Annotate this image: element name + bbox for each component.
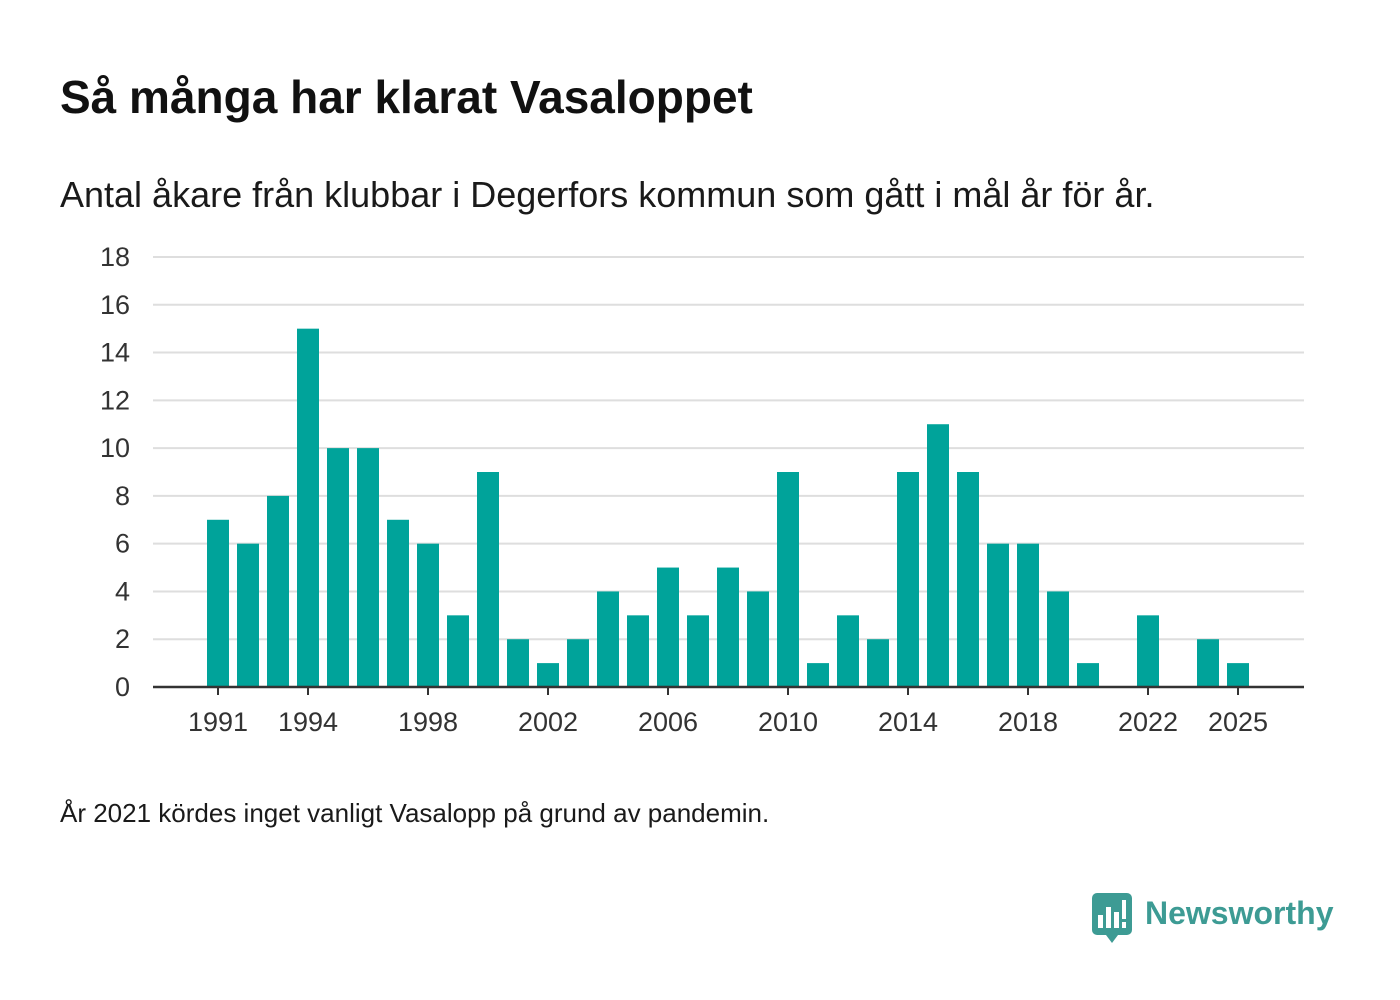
x-tick-label: 2002 bbox=[518, 707, 578, 737]
bar-2011 bbox=[807, 663, 829, 687]
chart-subtitle: Antal åkare från klubbar i Degerfors kom… bbox=[60, 174, 1155, 215]
bar-1994 bbox=[297, 328, 319, 687]
bar-2010 bbox=[777, 472, 799, 687]
bar-1997 bbox=[387, 519, 409, 687]
y-axis: 0 2 4 6 8 10 12 14 16 18 bbox=[100, 242, 130, 702]
bar-2008 bbox=[717, 567, 739, 687]
x-tick-label: 2014 bbox=[878, 707, 938, 737]
brand-name: Newsworthy bbox=[1145, 895, 1334, 931]
x-tick-label: 1994 bbox=[278, 707, 338, 737]
bar-2024 bbox=[1197, 639, 1219, 687]
y-tick-label: 2 bbox=[115, 624, 130, 654]
bar-2002 bbox=[537, 663, 559, 687]
bar-2000 bbox=[477, 472, 499, 687]
bar-chart: 1991 1994 1998 2002 2006 2010 2014 2018 2022 2025… bbox=[100, 242, 1304, 737]
bar-2009 bbox=[747, 591, 769, 687]
y-tick-label: 12 bbox=[100, 385, 130, 415]
bar-2001 bbox=[507, 639, 529, 687]
bar-2005 bbox=[627, 615, 649, 687]
bar-2014 bbox=[897, 472, 919, 687]
bar-1995 bbox=[327, 448, 349, 687]
bar-1999 bbox=[447, 615, 469, 687]
bar-2006 bbox=[657, 567, 679, 687]
bar-2004 bbox=[597, 591, 619, 687]
bar-1992 bbox=[237, 543, 259, 687]
y-tick-label: 14 bbox=[100, 338, 130, 368]
x-tick-label: 2006 bbox=[638, 707, 698, 737]
newsworthy-logo-icon bbox=[1092, 893, 1132, 943]
bar-2007 bbox=[687, 615, 709, 687]
y-tick-label: 16 bbox=[100, 290, 130, 320]
bar-2012 bbox=[837, 615, 859, 687]
bar-2020 bbox=[1077, 663, 1099, 687]
y-tick-label: 18 bbox=[100, 242, 130, 272]
chart-area: 1991 1994 1998 2002 2006 2010 2014 2018 2022 2025… bbox=[0, 240, 1400, 760]
x-tick-label: 1998 bbox=[398, 707, 458, 737]
x-tick-label: 2022 bbox=[1118, 707, 1178, 737]
x-tick-label: 2018 bbox=[998, 707, 1058, 737]
bar-2003 bbox=[567, 639, 589, 687]
x-tick-label: 1991 bbox=[188, 707, 248, 737]
bars bbox=[207, 328, 1249, 687]
bar-2019 bbox=[1047, 591, 1069, 687]
bar-1996 bbox=[357, 448, 379, 687]
bar-2016 bbox=[957, 472, 979, 687]
y-tick-label: 10 bbox=[100, 433, 130, 463]
bar-1991 bbox=[207, 519, 229, 687]
x-tick-label: 2010 bbox=[758, 707, 818, 737]
bar-2025 bbox=[1227, 663, 1249, 687]
y-tick-label: 8 bbox=[115, 481, 130, 511]
bar-2018 bbox=[1017, 543, 1039, 687]
bar-2017 bbox=[987, 543, 1009, 687]
y-tick-label: 4 bbox=[115, 576, 130, 606]
x-axis: 1991 1994 1998 2002 2006 2010 2014 2018 2022 2025 bbox=[153, 685, 1304, 737]
chart-title: Så många har klarat Vasaloppet bbox=[60, 71, 753, 123]
y-tick-label: 0 bbox=[115, 672, 130, 702]
chart-footnote: År 2021 kördes inget vanligt Vasalopp på… bbox=[60, 798, 770, 828]
bar-1993 bbox=[267, 495, 289, 687]
y-tick-label: 6 bbox=[115, 529, 130, 559]
x-tick-label: 2025 bbox=[1208, 707, 1268, 737]
bar-2013 bbox=[867, 639, 889, 687]
bar-2022 bbox=[1137, 615, 1159, 687]
bar-2015 bbox=[927, 424, 949, 687]
bar-1998 bbox=[417, 543, 439, 687]
